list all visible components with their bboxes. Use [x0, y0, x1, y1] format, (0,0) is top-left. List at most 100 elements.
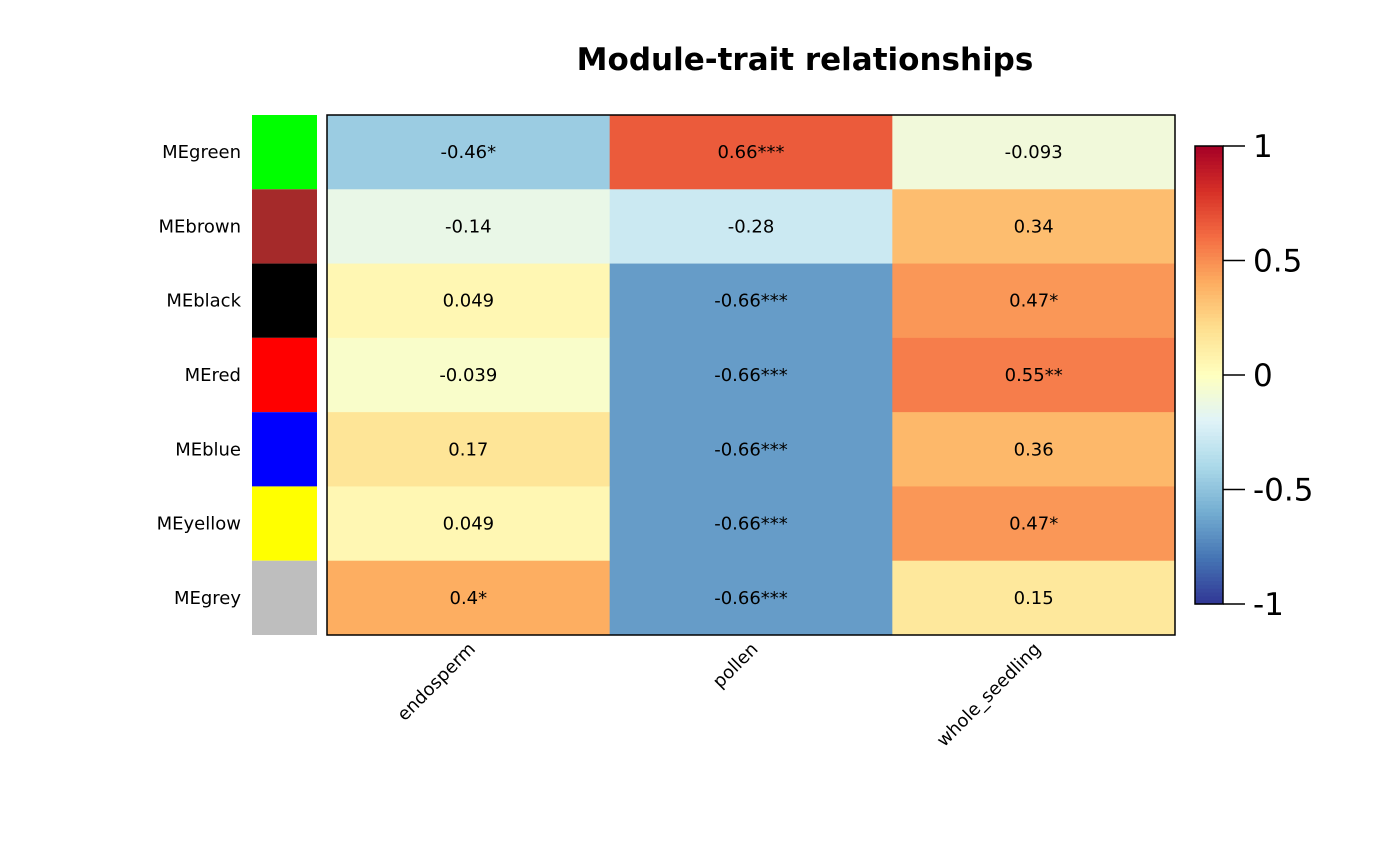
row-label: MEblue	[175, 439, 241, 460]
cell-value-label: 0.66***	[717, 142, 784, 163]
legend-gradient-segment	[1195, 333, 1223, 338]
legend-gradient-segment	[1195, 283, 1223, 288]
legend-gradient-segment	[1195, 588, 1223, 594]
cell-value-label: -0.093	[1005, 142, 1063, 163]
cell-value-label: 0.47*	[1009, 514, 1058, 535]
legend-gradient-segment	[1195, 249, 1223, 254]
legend-gradient-segment	[1195, 386, 1223, 391]
legend-tick-label: 1	[1253, 129, 1273, 165]
legend-gradient-segment	[1195, 558, 1223, 563]
legend-gradient-segment	[1195, 275, 1223, 281]
legend-gradient-segment	[1195, 268, 1223, 273]
legend-gradient-segment	[1195, 508, 1223, 513]
legend-gradient-segment	[1195, 313, 1223, 319]
legend-gradient-segment	[1195, 298, 1223, 304]
column-label: endosperm	[393, 639, 480, 726]
heatmap-cell	[892, 560, 1176, 636]
legend-gradient-segment	[1195, 317, 1223, 323]
legend-gradient-segment	[1195, 302, 1223, 307]
module-color-swatch	[252, 486, 317, 561]
legend-gradient-segment	[1195, 535, 1223, 540]
legend-gradient-segment	[1195, 550, 1223, 555]
module-color-swatch	[252, 263, 317, 338]
legend-gradient-segment	[1195, 218, 1223, 223]
cell-value-label: 0.47*	[1009, 291, 1058, 312]
legend-gradient-segment	[1195, 176, 1223, 181]
cell-value-label: -0.66***	[714, 291, 788, 312]
legend-gradient-segment	[1195, 229, 1223, 235]
legend-gradient-segment	[1195, 596, 1223, 601]
legend-gradient-segment	[1195, 344, 1223, 349]
legend-gradient-segment	[1195, 207, 1223, 212]
heatmap-cell	[892, 412, 1176, 487]
legend-gradient-segment	[1195, 478, 1223, 483]
legend-gradient-segment	[1195, 420, 1223, 426]
legend-gradient-segment	[1195, 432, 1223, 437]
legend-gradient-segment	[1195, 203, 1223, 208]
cell-value-label: -0.66***	[714, 514, 788, 535]
cell-value-label: -0.66***	[714, 588, 788, 609]
legend-gradient-segment	[1195, 546, 1223, 552]
legend-gradient-segment	[1195, 474, 1223, 479]
legend-gradient-segment	[1195, 497, 1223, 502]
legend-gradient-segment	[1195, 336, 1223, 342]
legend-gradient-segment	[1195, 481, 1223, 487]
legend-gradient-segment	[1195, 401, 1223, 407]
legend-gradient-segment	[1195, 222, 1223, 227]
legend-gradient-segment	[1195, 600, 1223, 605]
heatmap-cell	[609, 560, 893, 636]
legend-gradient-segment	[1195, 172, 1223, 178]
legend-gradient-segment	[1195, 554, 1223, 559]
heatmap-cell	[609, 263, 893, 339]
legend-gradient-segment	[1195, 447, 1223, 452]
legend-gradient-segment	[1195, 252, 1223, 258]
cell-value-label: 0.049	[443, 291, 495, 312]
legend-gradient-segment	[1195, 287, 1223, 292]
heatmap-cell	[609, 412, 893, 487]
legend-gradient-segment	[1195, 245, 1223, 250]
legend-gradient-segment	[1195, 382, 1223, 388]
cell-value-label: 0.4*	[450, 588, 488, 609]
column-label: whole_seedling	[933, 639, 1045, 751]
cell-value-label: -0.14	[445, 216, 492, 237]
legend-gradient-segment	[1195, 271, 1223, 277]
legend-gradient-segment	[1195, 157, 1223, 162]
row-label: MEbrown	[159, 216, 241, 237]
legend-gradient-segment	[1195, 592, 1223, 597]
cell-value-label: 0.049	[443, 514, 495, 535]
legend-gradient-segment	[1195, 191, 1223, 197]
row-label: MEyellow	[157, 514, 241, 535]
legend-gradient-segment	[1195, 187, 1223, 193]
legend-gradient-segment	[1195, 214, 1223, 220]
heatmap-cell	[892, 115, 1176, 190]
legend-gradient-segment	[1195, 516, 1223, 521]
legend-gradient-segment	[1195, 180, 1223, 185]
cell-value-label: 0.34	[1014, 216, 1054, 237]
legend-gradient-segment	[1195, 260, 1223, 265]
legend-gradient-segment	[1195, 523, 1223, 529]
legend-gradient-segment	[1195, 348, 1223, 353]
legend-gradient-segment	[1195, 378, 1223, 384]
legend-gradient-segment	[1195, 458, 1223, 464]
legend-gradient-segment	[1195, 413, 1223, 418]
legend-gradient-segment	[1195, 531, 1223, 536]
legend-gradient-segment	[1195, 375, 1223, 380]
legend-gradient-segment	[1195, 241, 1223, 246]
legend-gradient-segment	[1195, 233, 1223, 239]
legend-gradient-segment	[1195, 489, 1223, 494]
legend-gradient-segment	[1195, 149, 1223, 155]
module-color-swatch	[252, 115, 317, 190]
legend-gradient-segment	[1195, 306, 1223, 311]
legend-gradient-segment	[1195, 291, 1223, 296]
legend-gradient-segment	[1195, 569, 1223, 575]
module-color-swatch	[252, 337, 317, 413]
legend-gradient-segment	[1195, 405, 1223, 410]
legend-gradient-segment	[1195, 565, 1223, 571]
legend-gradient-segment	[1195, 584, 1223, 590]
legend-gradient-segment	[1195, 340, 1223, 346]
row-label: MEgrey	[174, 588, 241, 609]
cell-value-label: -0.66***	[714, 439, 788, 460]
heatmap-cell	[892, 263, 1176, 339]
cell-value-label: -0.039	[439, 365, 497, 386]
legend-gradient-segment	[1195, 470, 1223, 475]
